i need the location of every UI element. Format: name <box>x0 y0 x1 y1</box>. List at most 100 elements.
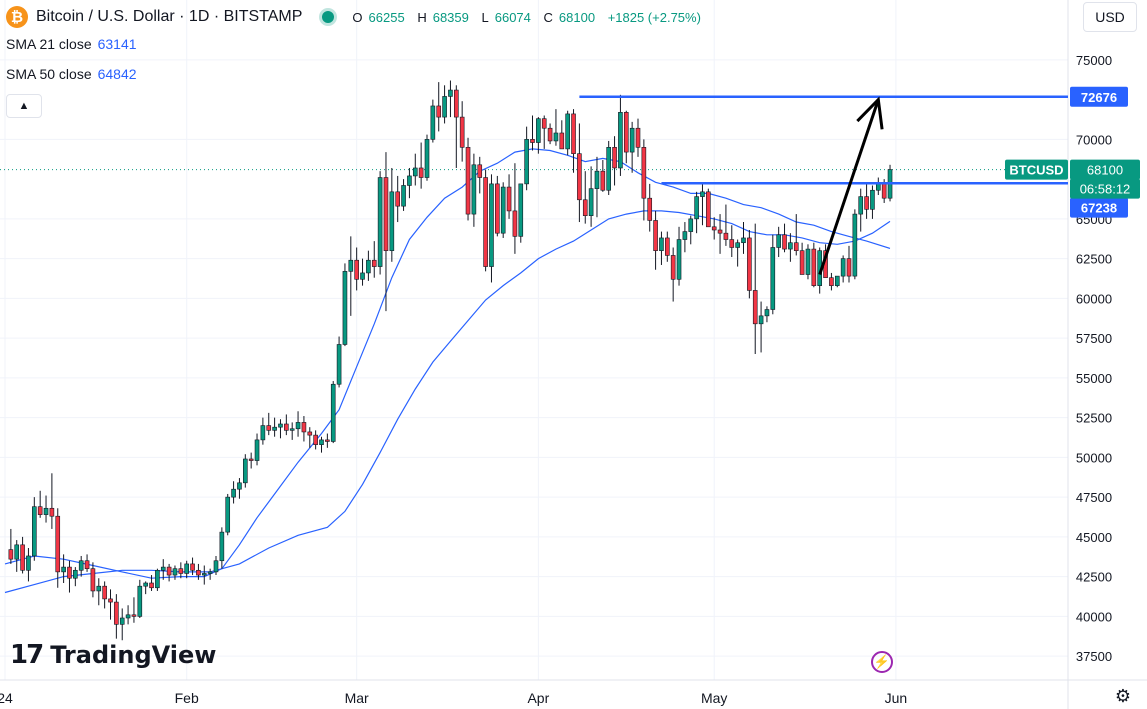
currency-selector[interactable]: USD <box>1083 2 1137 32</box>
candle-body <box>524 139 529 185</box>
candle <box>254 433 260 466</box>
candle <box>758 301 764 353</box>
candle-body <box>612 147 617 169</box>
collapse-legend-button[interactable]: ▲ <box>6 94 42 118</box>
candle <box>8 528 14 564</box>
candle <box>237 478 242 499</box>
candle <box>114 594 119 639</box>
candle-body <box>155 569 160 589</box>
candle-body <box>864 196 869 210</box>
candle-body <box>248 458 254 461</box>
candle-body <box>840 258 846 277</box>
candles <box>8 80 893 641</box>
candle-body <box>67 566 72 579</box>
candle <box>325 433 330 448</box>
candle <box>541 115 547 149</box>
candle-body <box>401 185 406 207</box>
candle <box>782 223 787 253</box>
candle-body <box>418 167 424 178</box>
candle <box>219 527 225 569</box>
candle <box>846 245 852 283</box>
candle <box>201 565 207 585</box>
candle <box>840 255 846 283</box>
candle <box>20 536 25 574</box>
candle <box>366 250 371 281</box>
candle-body <box>571 113 576 154</box>
candle-body <box>254 439 260 461</box>
sma50-legend[interactable]: SMA 50 close 64842 <box>6 66 137 82</box>
candle-body <box>834 275 840 286</box>
candle-body <box>90 568 96 592</box>
candle-body <box>377 177 383 267</box>
candle-body <box>512 210 518 237</box>
price-axis[interactable]: 37500 40000 42500 45000 47500 50000 52500 55000… <box>1076 53 1112 664</box>
arrow-head <box>856 96 884 130</box>
candle-body <box>876 183 881 191</box>
candle <box>225 493 231 536</box>
candle <box>248 452 254 469</box>
candle <box>665 231 670 262</box>
candle-body <box>383 177 389 251</box>
candle-body <box>201 573 207 576</box>
market-status-icon[interactable] <box>322 11 335 23</box>
candle-body <box>149 582 154 589</box>
time-axis[interactable]: 24 Feb Mar Apr May Jun <box>0 690 907 706</box>
candle <box>442 85 447 124</box>
candle <box>870 185 875 219</box>
svg-text:67238: 67238 <box>1081 201 1117 216</box>
candle <box>102 581 107 609</box>
gear-icon[interactable]: ⚙ <box>1114 686 1131 706</box>
candle <box>788 233 793 262</box>
candle <box>125 605 131 625</box>
svg-text:BTCUSD: BTCUSD <box>1009 163 1063 178</box>
candle-body <box>500 186 506 234</box>
trend-arrow[interactable] <box>818 96 884 275</box>
y-tick-label: 62500 <box>1076 252 1112 267</box>
candle <box>530 115 535 151</box>
candle <box>594 156 600 218</box>
candle <box>577 123 582 223</box>
candle <box>752 223 758 355</box>
candle-body <box>881 183 887 199</box>
candle-body <box>694 196 699 220</box>
candle <box>612 136 617 186</box>
candle <box>653 210 658 270</box>
candle-body <box>96 585 102 592</box>
candle <box>811 242 817 288</box>
candle-body <box>741 237 746 244</box>
candle <box>289 422 295 440</box>
sma21-legend[interactable]: SMA 21 close 63141 <box>6 36 137 52</box>
level-price-tag: 72676 <box>1070 86 1128 107</box>
candle-body <box>706 191 711 228</box>
candle-body <box>776 234 781 248</box>
horizontal-levels[interactable] <box>579 95 1068 185</box>
candle <box>735 239 740 267</box>
candle-body <box>799 250 805 275</box>
symbol-title[interactable]: Bitcoin / U.S. Dollar · 1D · BITSTAMP <box>36 8 303 25</box>
candle-body <box>231 488 236 498</box>
candle <box>623 110 629 164</box>
candle <box>37 490 43 518</box>
candle-body <box>278 423 283 428</box>
candle-body <box>852 213 858 277</box>
candle <box>330 381 336 444</box>
candle-body <box>829 277 834 286</box>
countdown-tag: 06:58:12 <box>1070 178 1140 199</box>
candle <box>700 182 705 226</box>
candle-body <box>582 199 588 216</box>
candle <box>524 126 529 191</box>
candle <box>119 608 125 641</box>
y-tick-label: 70000 <box>1076 132 1112 147</box>
candle <box>706 188 711 228</box>
lightning-icon[interactable]: ⚡ <box>871 651 893 673</box>
candle <box>213 555 219 576</box>
candle <box>834 275 840 288</box>
candle-body <box>700 191 705 197</box>
level-price-tag: 67238 <box>1070 197 1128 218</box>
candle <box>155 568 160 591</box>
tradingview-logo[interactable]: 17 TradingView <box>10 640 216 670</box>
y-tick-label: 60000 <box>1076 291 1112 306</box>
candle <box>160 559 166 580</box>
candle-body <box>653 220 658 251</box>
